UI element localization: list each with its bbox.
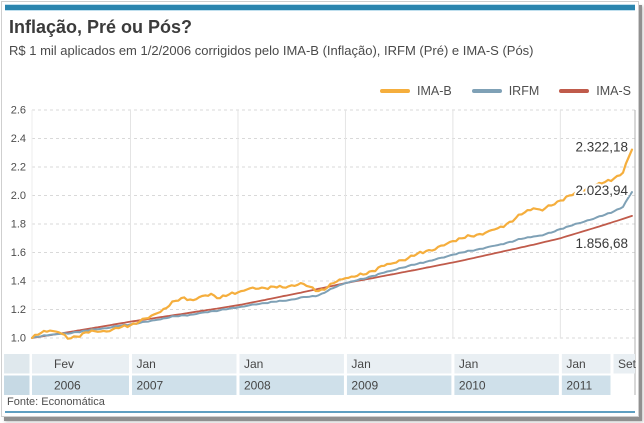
y-tick-label: 1.8: [11, 219, 26, 231]
year-band-cell: [132, 375, 237, 395]
year-band-cell: [32, 375, 130, 395]
month-band-gutter: [4, 354, 30, 374]
chart-svg: 1.0 1.2 1.4 1.6 1.8 2.0 2.2 2.4 2.6 Fev 2006 Jan 200…: [4, 105, 637, 395]
x-year-label: 2007: [137, 379, 164, 393]
chart-image-frame: Inflação, Pré ou Pós? R$ 1 mil aplicados…: [1, 1, 639, 417]
y-tick-label: 2.4: [11, 133, 26, 145]
series-line-IMA-B: [30, 148, 634, 340]
month-band-cell: [613, 354, 635, 374]
x-month-label: Jan: [566, 357, 585, 371]
year-band-gutter: [4, 375, 30, 395]
legend-dash-icon: [379, 89, 410, 93]
y-tick-label: 2.0: [11, 190, 26, 202]
x-month-label: Jan: [459, 357, 478, 371]
month-band-cell: [132, 354, 237, 374]
page-subtitle: R$ 1 mil aplicados em 1/2/2006 corrigido…: [9, 43, 534, 58]
page-title: Inflação, Pré ou Pós?: [9, 17, 193, 37]
y-tick-label: 1.6: [11, 247, 26, 259]
x-month-label: Set: [618, 357, 637, 371]
year-band-cell: [346, 375, 452, 395]
x-year-label: 2006: [54, 379, 81, 393]
series-line-IRFM: [31, 191, 633, 339]
source-note: Fonte: Economática: [7, 396, 105, 408]
legend-item-IMA-B: IMA-B: [379, 84, 452, 98]
series-line-IMA-S: [31, 215, 633, 339]
legend-item-IMA-S: IMA-S: [559, 84, 631, 98]
chart-legend: IMA-B IRFM IMA-S: [379, 84, 631, 98]
y-tick-label: 1.4: [11, 276, 26, 288]
y-tick-label: 2.6: [11, 105, 26, 117]
legend-item-IRFM: IRFM: [471, 84, 540, 98]
y-tick-label: 2.2: [11, 162, 26, 174]
legend-label: IMA-B: [416, 84, 452, 98]
month-band-cell: [346, 354, 452, 374]
month-band-cell: [32, 354, 130, 374]
legend-label: IMA-S: [596, 84, 631, 98]
top-accent-bar: [5, 4, 635, 11]
x-year-label: 2010: [459, 379, 486, 393]
y-tick-label: 1.2: [11, 304, 26, 316]
end-value-label-IMA-B: 2.322,18: [575, 140, 628, 155]
end-value-label-IMA-S: 1.856,68: [575, 236, 628, 251]
legend-label: IRFM: [508, 84, 540, 98]
x-month-label: Jan: [137, 357, 156, 371]
legend-dash-icon: [559, 89, 590, 93]
x-month-label: Jan: [351, 357, 370, 371]
month-band-cell: [561, 354, 611, 374]
end-value-label-IRFM: 2.023,94: [575, 183, 628, 198]
x-year-label: 2009: [351, 379, 378, 393]
year-band-cell: [454, 375, 559, 395]
y-tick-label: 1.0: [11, 333, 26, 345]
x-year-label: 2008: [244, 379, 271, 393]
legend-dash-icon: [471, 89, 502, 93]
footer-accent-line: [5, 411, 635, 413]
month-band-cell: [239, 354, 344, 374]
year-band-cell: [561, 375, 611, 395]
x-year-label: 2011: [566, 379, 592, 393]
x-month-label: Jan: [244, 357, 263, 371]
year-band-cell: [239, 375, 344, 395]
month-band-cell: [454, 354, 559, 374]
x-month-label: Fev: [54, 357, 74, 371]
